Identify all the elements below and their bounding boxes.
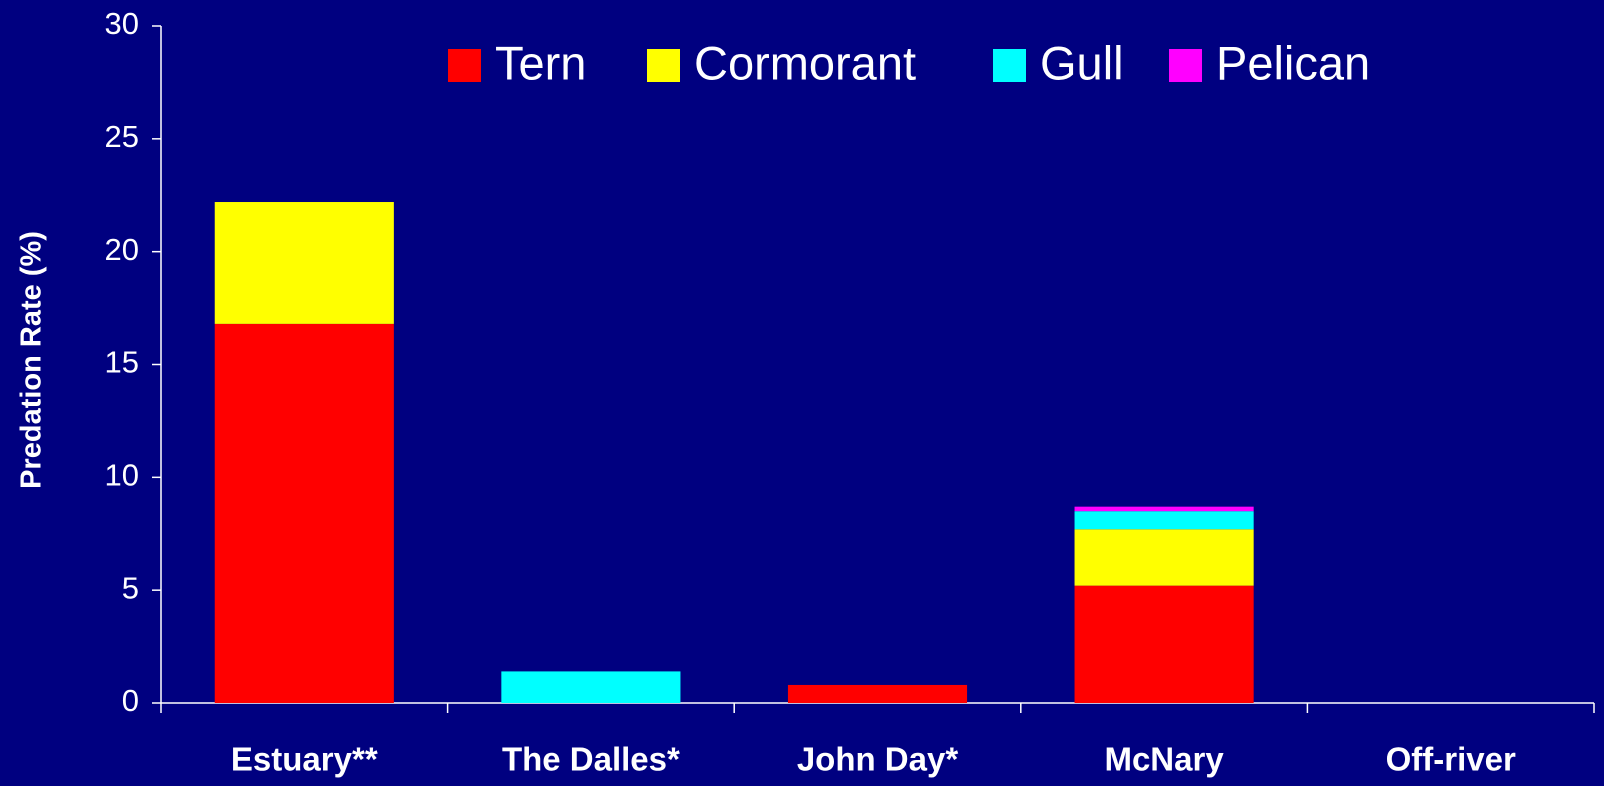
bar-segment [1074, 511, 1254, 530]
bar-segment [1074, 506, 1254, 512]
x-tick-label: Off-river [1386, 741, 1516, 778]
x-tick-label: The Dalles* [502, 741, 680, 778]
legend-label: Gull [1040, 36, 1124, 89]
y-tick-label: 25 [105, 119, 139, 154]
legend-label: Tern [495, 36, 586, 89]
y-tick-label: 15 [105, 345, 139, 380]
bar-segment [1074, 585, 1254, 703]
bar-segment [1074, 529, 1254, 586]
legend-swatch [448, 49, 481, 82]
legend-swatch [1169, 49, 1202, 82]
bar-segment [787, 684, 968, 703]
bar-segment [501, 671, 681, 703]
bar-segment [214, 323, 394, 703]
y-tick-label: 20 [105, 232, 139, 267]
legend-label: Cormorant [694, 36, 916, 89]
x-tick-label: McNary [1104, 741, 1224, 778]
x-tick-label: John Day* [797, 741, 959, 778]
y-tick-label: 30 [105, 6, 139, 41]
y-tick-label: 0 [122, 683, 139, 718]
legend-swatch [647, 49, 680, 82]
y-tick-label: 5 [122, 570, 139, 605]
y-axis-title: Predation Rate (%) [16, 231, 48, 489]
y-tick-label: 10 [105, 458, 139, 493]
legend-label: Pelican [1216, 36, 1370, 89]
x-tick-label: Estuary** [231, 741, 378, 778]
bar-segment [214, 202, 394, 324]
legend-swatch [993, 49, 1026, 82]
